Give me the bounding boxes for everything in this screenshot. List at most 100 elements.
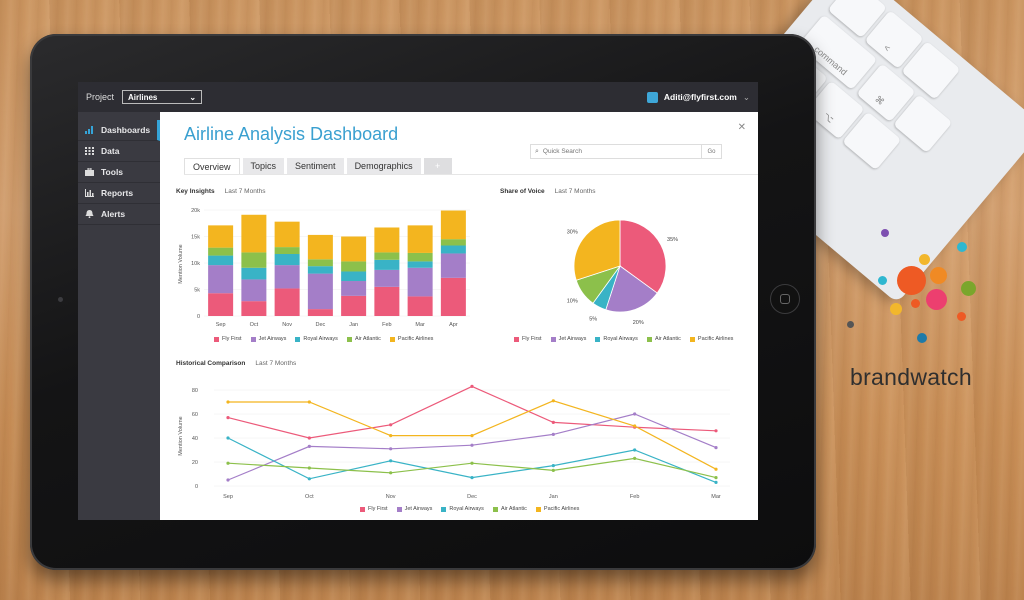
pie-label: 5% <box>589 317 597 323</box>
bar-segment <box>407 267 433 297</box>
sidebar-item-tools[interactable]: Tools <box>78 162 160 183</box>
brand-wordmark: brandwatch <box>850 364 972 390</box>
legend-item[interactable]: Pacific Airlines <box>389 336 433 342</box>
data-point <box>551 420 555 424</box>
key-insights-header: Key Insights Last 7 Months <box>176 188 265 195</box>
data-point <box>633 424 637 428</box>
legend-item[interactable]: Royal Airways <box>295 336 338 342</box>
legend-item[interactable]: Royal Airways <box>595 336 638 342</box>
data-point <box>389 471 393 475</box>
data-point <box>307 436 311 440</box>
sidebar-item-dashboards[interactable]: Dashboards <box>78 120 160 141</box>
legend-item[interactable]: Air Atlantic <box>646 336 681 342</box>
bar-segment <box>307 259 333 267</box>
add-tab-button[interactable]: + <box>423 158 452 174</box>
data-point <box>633 412 637 416</box>
project-select[interactable]: Airlines ⌄ <box>122 90 203 104</box>
legend-swatch <box>295 336 301 342</box>
legend-swatch <box>396 506 402 512</box>
data-point <box>470 434 474 438</box>
sidebar-item-label: Tools <box>101 167 124 177</box>
legend-item[interactable]: Air Atlantic <box>492 506 527 512</box>
legend-item[interactable]: Jet Airways <box>250 336 286 342</box>
tab-topics[interactable]: Topics <box>242 158 285 174</box>
legend-swatch <box>514 336 519 342</box>
data-point <box>226 416 230 420</box>
data-point <box>551 464 555 468</box>
historical-header: Historical Comparison Last 7 Months <box>176 360 296 367</box>
x-tick-label: Nov <box>386 494 396 500</box>
legend-item[interactable]: Pacific Airlines <box>535 506 579 512</box>
bar-segment <box>307 234 333 260</box>
legend-label: Air Atlantic <box>500 506 527 512</box>
top-bar: Project Airlines ⌄ Aditi@flyfirst.com ⌄ <box>78 82 758 112</box>
home-button[interactable] <box>770 284 800 314</box>
bar-segment <box>274 253 300 266</box>
close-icon[interactable]: ✕ <box>737 122 746 133</box>
legend-item[interactable]: Air Atlantic <box>346 336 381 342</box>
legend-label: Air Atlantic <box>654 336 681 342</box>
bar-segment <box>208 265 234 294</box>
data-point <box>389 434 393 438</box>
bar-segment <box>208 293 234 316</box>
legend-swatch <box>250 336 256 342</box>
data-point <box>226 478 230 482</box>
tab-overview[interactable]: Overview <box>184 158 240 174</box>
bar-segment <box>374 269 400 287</box>
legend-label: Royal Airways <box>303 336 338 342</box>
sidebar-item-alerts[interactable]: Alerts <box>78 204 160 225</box>
legend-label: Jet Airways <box>404 506 433 512</box>
bar-segment <box>274 247 300 254</box>
grid-icon <box>85 147 94 155</box>
tab-sentiment[interactable]: Sentiment <box>287 158 344 174</box>
y-tick-label: 0 <box>197 314 200 320</box>
legend-label: Pacific Airlines <box>697 336 734 342</box>
legend-swatch <box>595 336 601 342</box>
legend-item[interactable]: Royal Airways <box>441 506 484 512</box>
sidebar-item-label: Data <box>101 146 120 156</box>
data-point <box>389 459 393 463</box>
legend-swatch <box>389 336 395 342</box>
section-title: Historical Comparison <box>176 360 246 367</box>
briefcase-icon <box>85 168 94 176</box>
y-tick-label: 40 <box>192 436 198 442</box>
bar-segment <box>341 281 367 296</box>
sidebar-item-label: Alerts <box>101 209 126 219</box>
legend-item[interactable]: Fly First <box>360 506 388 512</box>
bar-segment <box>241 252 267 268</box>
search-icon: ⌕ <box>535 147 539 155</box>
user-menu[interactable]: Aditi@flyfirst.com ⌄ <box>646 91 750 103</box>
data-point <box>633 456 637 460</box>
legend-item[interactable]: Jet Airways <box>550 336 586 342</box>
data-point <box>307 444 311 448</box>
x-tick-label: Oct <box>250 322 259 328</box>
x-tick-label: Dec <box>467 494 477 500</box>
data-point <box>470 476 474 480</box>
bar-segment <box>307 309 333 316</box>
bar-segment <box>407 252 433 262</box>
bar-segment <box>374 259 400 270</box>
legend-item[interactable]: Fly First <box>214 336 242 342</box>
chevron-down-icon: ⌄ <box>742 91 750 102</box>
sidebar-item-reports[interactable]: Reports <box>78 183 160 204</box>
legend-swatch <box>689 336 695 342</box>
legend-item[interactable]: Fly First <box>514 336 542 342</box>
bar-segment <box>208 225 234 248</box>
pie-chart: 35% 20% 5% 10% 30% <box>567 219 678 326</box>
y-tick-label: 0 <box>195 484 198 490</box>
line-chart-legend: Fly First Jet Airways Royal Airways Air Atl… <box>360 506 579 512</box>
search-input[interactable] <box>538 145 701 158</box>
legend-item[interactable]: Pacific Airlines <box>689 336 734 342</box>
sidebar-item-data[interactable]: Data <box>78 141 160 162</box>
data-point <box>551 399 555 403</box>
data-point <box>307 477 311 481</box>
bar-segment <box>341 236 367 262</box>
tab-bar: Overview Topics Sentiment Demographics + <box>184 158 452 174</box>
legend-swatch <box>346 336 352 342</box>
legend-item[interactable]: Jet Airways <box>396 506 433 512</box>
legend-label: Royal Airways <box>603 336 638 342</box>
go-button[interactable]: Go <box>701 145 721 158</box>
tab-demographics[interactable]: Demographics <box>346 158 421 174</box>
section-period: Last 7 Months <box>224 188 266 195</box>
data-point <box>714 467 718 471</box>
